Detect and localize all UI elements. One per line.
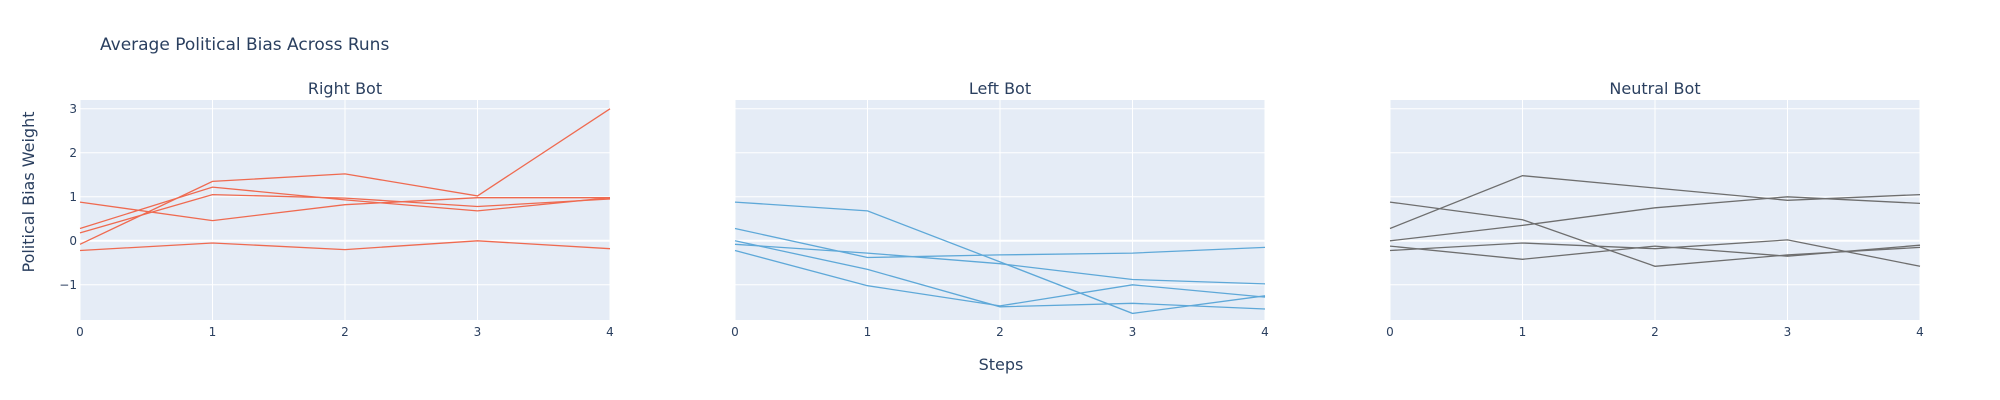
- subplot-left-bot: Left Bot 0 1 2 3 4: [731, 79, 1269, 339]
- x-tick-label: 2: [996, 325, 1004, 339]
- x-tick-label: 4: [1916, 325, 1924, 339]
- x-tick-label: 2: [1651, 325, 1659, 339]
- series-line-3: [734, 240, 1266, 310]
- series-line-4: [1389, 244, 1921, 260]
- series-line-4: [79, 108, 611, 245]
- subplot-title: Left Bot: [969, 79, 1031, 98]
- x-tick-label: 2: [341, 325, 349, 339]
- series-line-5: [1389, 239, 1921, 267]
- x-tick-label: 0: [731, 325, 739, 339]
- x-tick-label: 1: [864, 325, 872, 339]
- series-line-3: [79, 193, 611, 234]
- series-line-1: [734, 201, 1266, 315]
- x-axis-title: Steps: [979, 355, 1024, 374]
- chart-title: Average Political Bias Across Runs: [100, 35, 389, 55]
- x-tick-label: 3: [1129, 325, 1137, 339]
- subplot-title: Neutral Bot: [1609, 79, 1700, 98]
- subplot-neutral-bot: Neutral Bot 0 1 2 3 4: [1386, 79, 1924, 339]
- y-tick-label: 0: [69, 234, 77, 248]
- y-tick-label: 2: [69, 146, 77, 160]
- series-line-1: [79, 197, 610, 222]
- subplot-right-bot: Right Bot 0 1 2 3 4 3 2 1 0 −1: [59, 79, 614, 339]
- series-line-4: [734, 243, 1266, 285]
- x-tick-label: 0: [76, 325, 84, 339]
- y-tick-label: 3: [69, 102, 77, 116]
- subplot-title: Right Bot: [308, 79, 382, 98]
- y-tick-label: 1: [69, 190, 77, 204]
- series-line-5: [79, 240, 611, 252]
- x-tick-label: 3: [1784, 325, 1792, 339]
- x-tick-label: 0: [1386, 325, 1394, 339]
- x-tick-label: 1: [1519, 325, 1527, 339]
- x-tick-label: 3: [474, 325, 482, 339]
- x-tick-label: 1: [209, 325, 217, 339]
- series-line-5: [734, 249, 1266, 307]
- y-axis-title: Political Bias Weight: [19, 112, 38, 273]
- y-tick-label: −1: [59, 278, 77, 292]
- x-tick-label: 4: [606, 325, 614, 339]
- series-line-2: [734, 227, 1266, 259]
- series-line-3: [1389, 196, 1921, 242]
- series-line-2: [79, 186, 611, 230]
- x-tick-label: 4: [1261, 325, 1269, 339]
